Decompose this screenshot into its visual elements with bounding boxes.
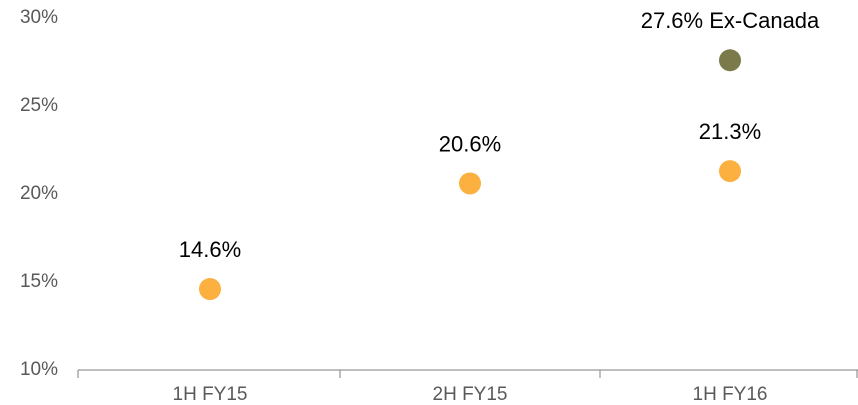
dot <box>459 172 481 195</box>
dot <box>719 49 741 72</box>
data-label: 27.6% Ex-Canada <box>641 8 820 33</box>
y-tick-label: 25% <box>20 95 58 116</box>
y-tick-label: 30% <box>20 7 58 28</box>
y-tick-label: 10% <box>20 359 58 380</box>
x-tick-label: 1H FY16 <box>693 384 768 405</box>
y-tick-label: 20% <box>20 183 58 204</box>
data-label: 21.3% <box>699 119 761 144</box>
x-tick-label: 2H FY15 <box>433 384 508 405</box>
y-tick-label: 15% <box>20 271 58 292</box>
dot <box>199 278 221 301</box>
data-label: 20.6% <box>439 131 501 156</box>
x-tick-label: 1H FY15 <box>173 384 248 405</box>
dot <box>719 160 741 183</box>
data-label: 14.6% <box>179 237 241 262</box>
